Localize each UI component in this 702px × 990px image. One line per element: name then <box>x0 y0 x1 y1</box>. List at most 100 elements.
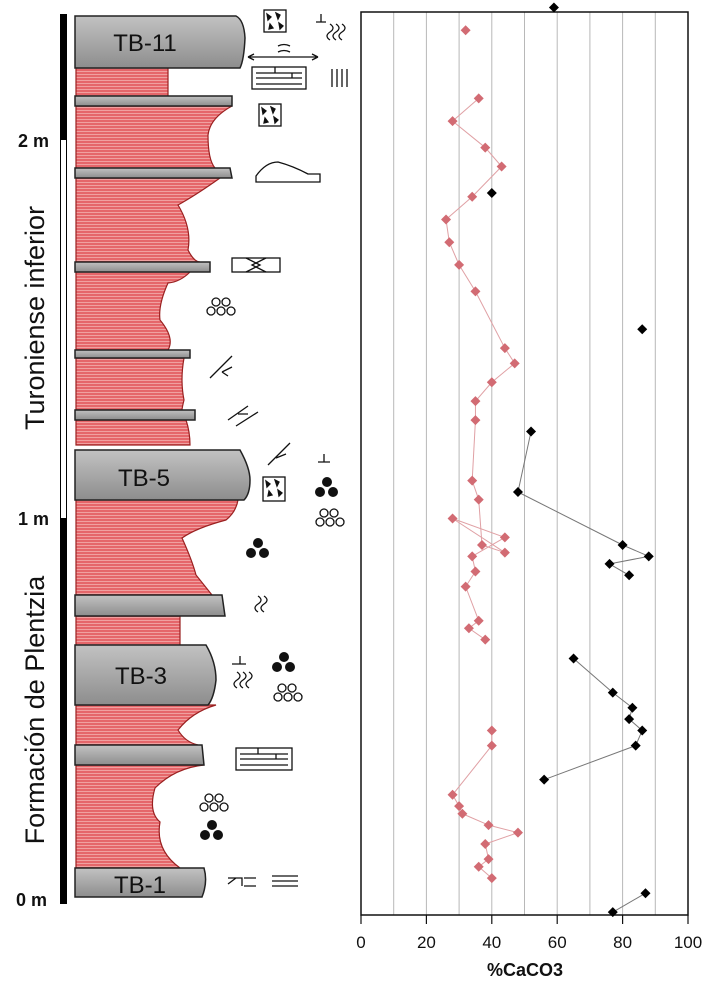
series-connector <box>448 241 460 266</box>
bed-tb11 <box>74 15 246 69</box>
data-point <box>473 494 484 505</box>
data-point <box>470 566 481 577</box>
data-point <box>499 532 510 543</box>
bed-tb3 <box>74 644 217 706</box>
series-connector <box>609 555 649 565</box>
data-point <box>470 415 481 426</box>
data-point <box>463 623 474 634</box>
data-point <box>624 714 635 725</box>
data-point <box>604 558 615 569</box>
series-connector <box>471 166 502 198</box>
scale-gap-upper <box>61 140 66 518</box>
series-connector <box>573 658 614 693</box>
data-point <box>473 861 484 872</box>
series-connector <box>478 499 483 546</box>
data-point <box>447 789 458 800</box>
series-connector <box>462 813 489 826</box>
bed-label-tb5: TB-5 <box>118 465 170 492</box>
data-point <box>480 142 491 153</box>
marl-intervals <box>75 67 239 869</box>
bioturbation-icon <box>316 14 346 41</box>
series-connector <box>445 196 473 220</box>
column-symbols <box>199 9 348 887</box>
x-tick-label: 80 <box>613 933 632 952</box>
parallel-lamination-icon <box>251 66 348 90</box>
formation-label: Formación de Plentzia <box>20 575 50 845</box>
data-point <box>617 539 628 550</box>
data-point <box>486 725 497 736</box>
data-point <box>460 581 471 592</box>
x-tick-label: 60 <box>548 933 567 952</box>
data-point <box>444 237 455 248</box>
stratigraphic-column: TB-11 TB-5 TB-3 TB-1 2 m 1 m 0 m Turonie… <box>16 9 348 910</box>
series-connector <box>622 544 649 557</box>
data-point <box>640 888 651 899</box>
data-point <box>486 187 497 198</box>
fault-icon <box>227 405 259 427</box>
x-tick-label: 20 <box>417 933 436 952</box>
data-point <box>454 259 465 270</box>
data-point <box>509 358 520 369</box>
foram-icon <box>206 297 236 316</box>
data-point <box>460 25 471 36</box>
fault-icon <box>267 442 330 466</box>
breccia-icon <box>262 476 286 502</box>
data-point <box>447 513 458 524</box>
data-point <box>630 740 641 751</box>
bed-tb5 <box>74 449 251 501</box>
data-point <box>539 774 550 785</box>
pellet-icon <box>200 477 338 840</box>
series-connector <box>481 544 506 554</box>
boudin-icon <box>231 257 281 273</box>
data-point <box>499 547 510 558</box>
series-connector <box>452 518 506 553</box>
data-point <box>499 343 510 354</box>
series-connector <box>471 536 506 557</box>
lens-icon <box>255 161 321 183</box>
series-connector <box>484 147 502 167</box>
data-point <box>512 487 523 498</box>
cross-lamination-icon <box>247 43 319 61</box>
data-point <box>486 740 497 751</box>
series-connector <box>517 431 532 493</box>
carbonate-chart: 0 20 40 60 80 100 %CaCO3 <box>356 2 702 980</box>
cross-lamination-icon <box>227 875 298 887</box>
bed-tb1 <box>74 867 207 898</box>
data-point <box>486 377 497 388</box>
breccia-icon <box>258 103 282 127</box>
data-point <box>441 214 452 225</box>
stage-label: Turoniense inferior <box>20 206 50 430</box>
series-connector <box>452 745 493 796</box>
data-point <box>512 827 523 838</box>
chart-frame <box>360 11 689 916</box>
series-connector <box>517 491 623 546</box>
data-point <box>624 570 635 581</box>
series-marl-samples <box>441 25 523 884</box>
data-point <box>627 702 638 713</box>
data-point <box>486 873 497 884</box>
data-point <box>470 286 481 297</box>
scale-label-2m: 2 m <box>18 131 49 151</box>
chart-x-label: %CaCO3 <box>487 960 563 980</box>
chart-x-ticks: 0 20 40 60 80 100 <box>356 915 702 952</box>
series-connector <box>458 264 476 292</box>
data-point <box>483 820 494 831</box>
burrow-icon <box>232 656 253 689</box>
data-point <box>637 725 648 736</box>
series-connector <box>488 824 519 834</box>
fault-icon <box>209 355 233 379</box>
series-connector <box>609 563 630 576</box>
data-point <box>467 551 478 562</box>
data-point <box>457 808 468 819</box>
data-point <box>548 2 559 13</box>
series-connector <box>475 291 506 349</box>
parallel-lamination-icon <box>235 747 293 771</box>
x-tick-label: 40 <box>482 933 501 952</box>
data-point <box>473 615 484 626</box>
series-connector <box>612 692 633 709</box>
data-point <box>467 191 478 202</box>
data-point <box>643 551 654 562</box>
data-point <box>607 687 618 698</box>
data-point <box>480 839 491 850</box>
